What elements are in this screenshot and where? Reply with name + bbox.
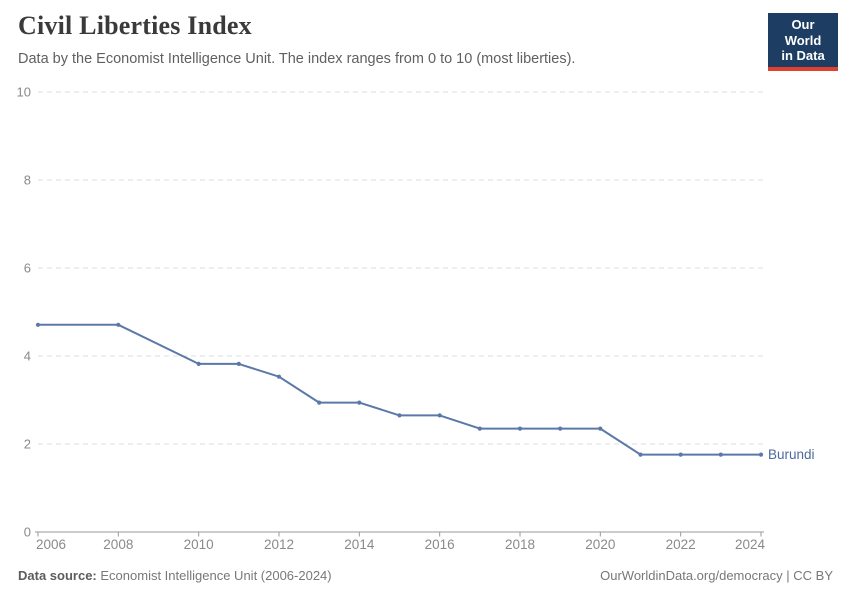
- data-point: [397, 413, 402, 418]
- data-point: [718, 452, 723, 457]
- data-point: [196, 361, 201, 366]
- x-tick-label: 2018: [505, 537, 535, 552]
- data-point: [35, 322, 41, 327]
- x-tick-label: 2022: [666, 537, 696, 552]
- x-tick-label: 2012: [264, 537, 294, 552]
- y-tick-label: 0: [24, 525, 31, 540]
- data-point: [477, 426, 482, 431]
- x-tick-label: 2016: [425, 537, 455, 552]
- data-point: [116, 322, 121, 327]
- series-line: [38, 323, 761, 456]
- x-tick-label: 2006: [36, 537, 66, 552]
- y-tick-label: 4: [24, 349, 31, 364]
- x-tick-label: 2020: [585, 537, 615, 552]
- y-tick-label: 8: [24, 173, 31, 188]
- data-point: [236, 361, 241, 366]
- data-source-label: Data source:: [18, 568, 97, 583]
- x-tick-label: 2010: [184, 537, 214, 552]
- data-point: [357, 400, 362, 405]
- chart-subtitle: Data by the Economist Intelligence Unit.…: [18, 51, 576, 67]
- series-label: Burundi: [768, 447, 815, 462]
- y-tick-label: 6: [24, 261, 31, 276]
- data-point: [598, 426, 603, 431]
- footer-credit-link[interactable]: OurWorldinData.org/democracy | CC BY: [600, 568, 833, 583]
- data-point: [558, 426, 563, 431]
- data-point: [317, 400, 322, 405]
- y-tick-label: 10: [17, 85, 31, 100]
- owid-logo-line1: Our World: [784, 17, 822, 48]
- data-point: [437, 413, 442, 418]
- owid-logo-line2: in Data: [781, 48, 825, 63]
- data-source-text: Economist Intelligence Unit (2006-2024): [100, 568, 332, 583]
- data-point: [758, 452, 764, 457]
- owid-logo: Our World in Data: [768, 13, 838, 71]
- data-point: [678, 452, 683, 457]
- x-tick-label: 2014: [344, 537, 375, 552]
- chart-footer: Data source: Economist Intelligence Unit…: [0, 568, 850, 583]
- data-source: Data source: Economist Intelligence Unit…: [18, 568, 332, 583]
- page-title: Civil Liberties Index: [18, 11, 252, 40]
- data-point: [517, 426, 523, 431]
- x-tick-label: 2024: [735, 537, 766, 552]
- y-tick-label: 2: [24, 437, 31, 452]
- data-point: [276, 374, 282, 379]
- data-point: [638, 452, 643, 457]
- x-tick-label: 2008: [103, 537, 133, 552]
